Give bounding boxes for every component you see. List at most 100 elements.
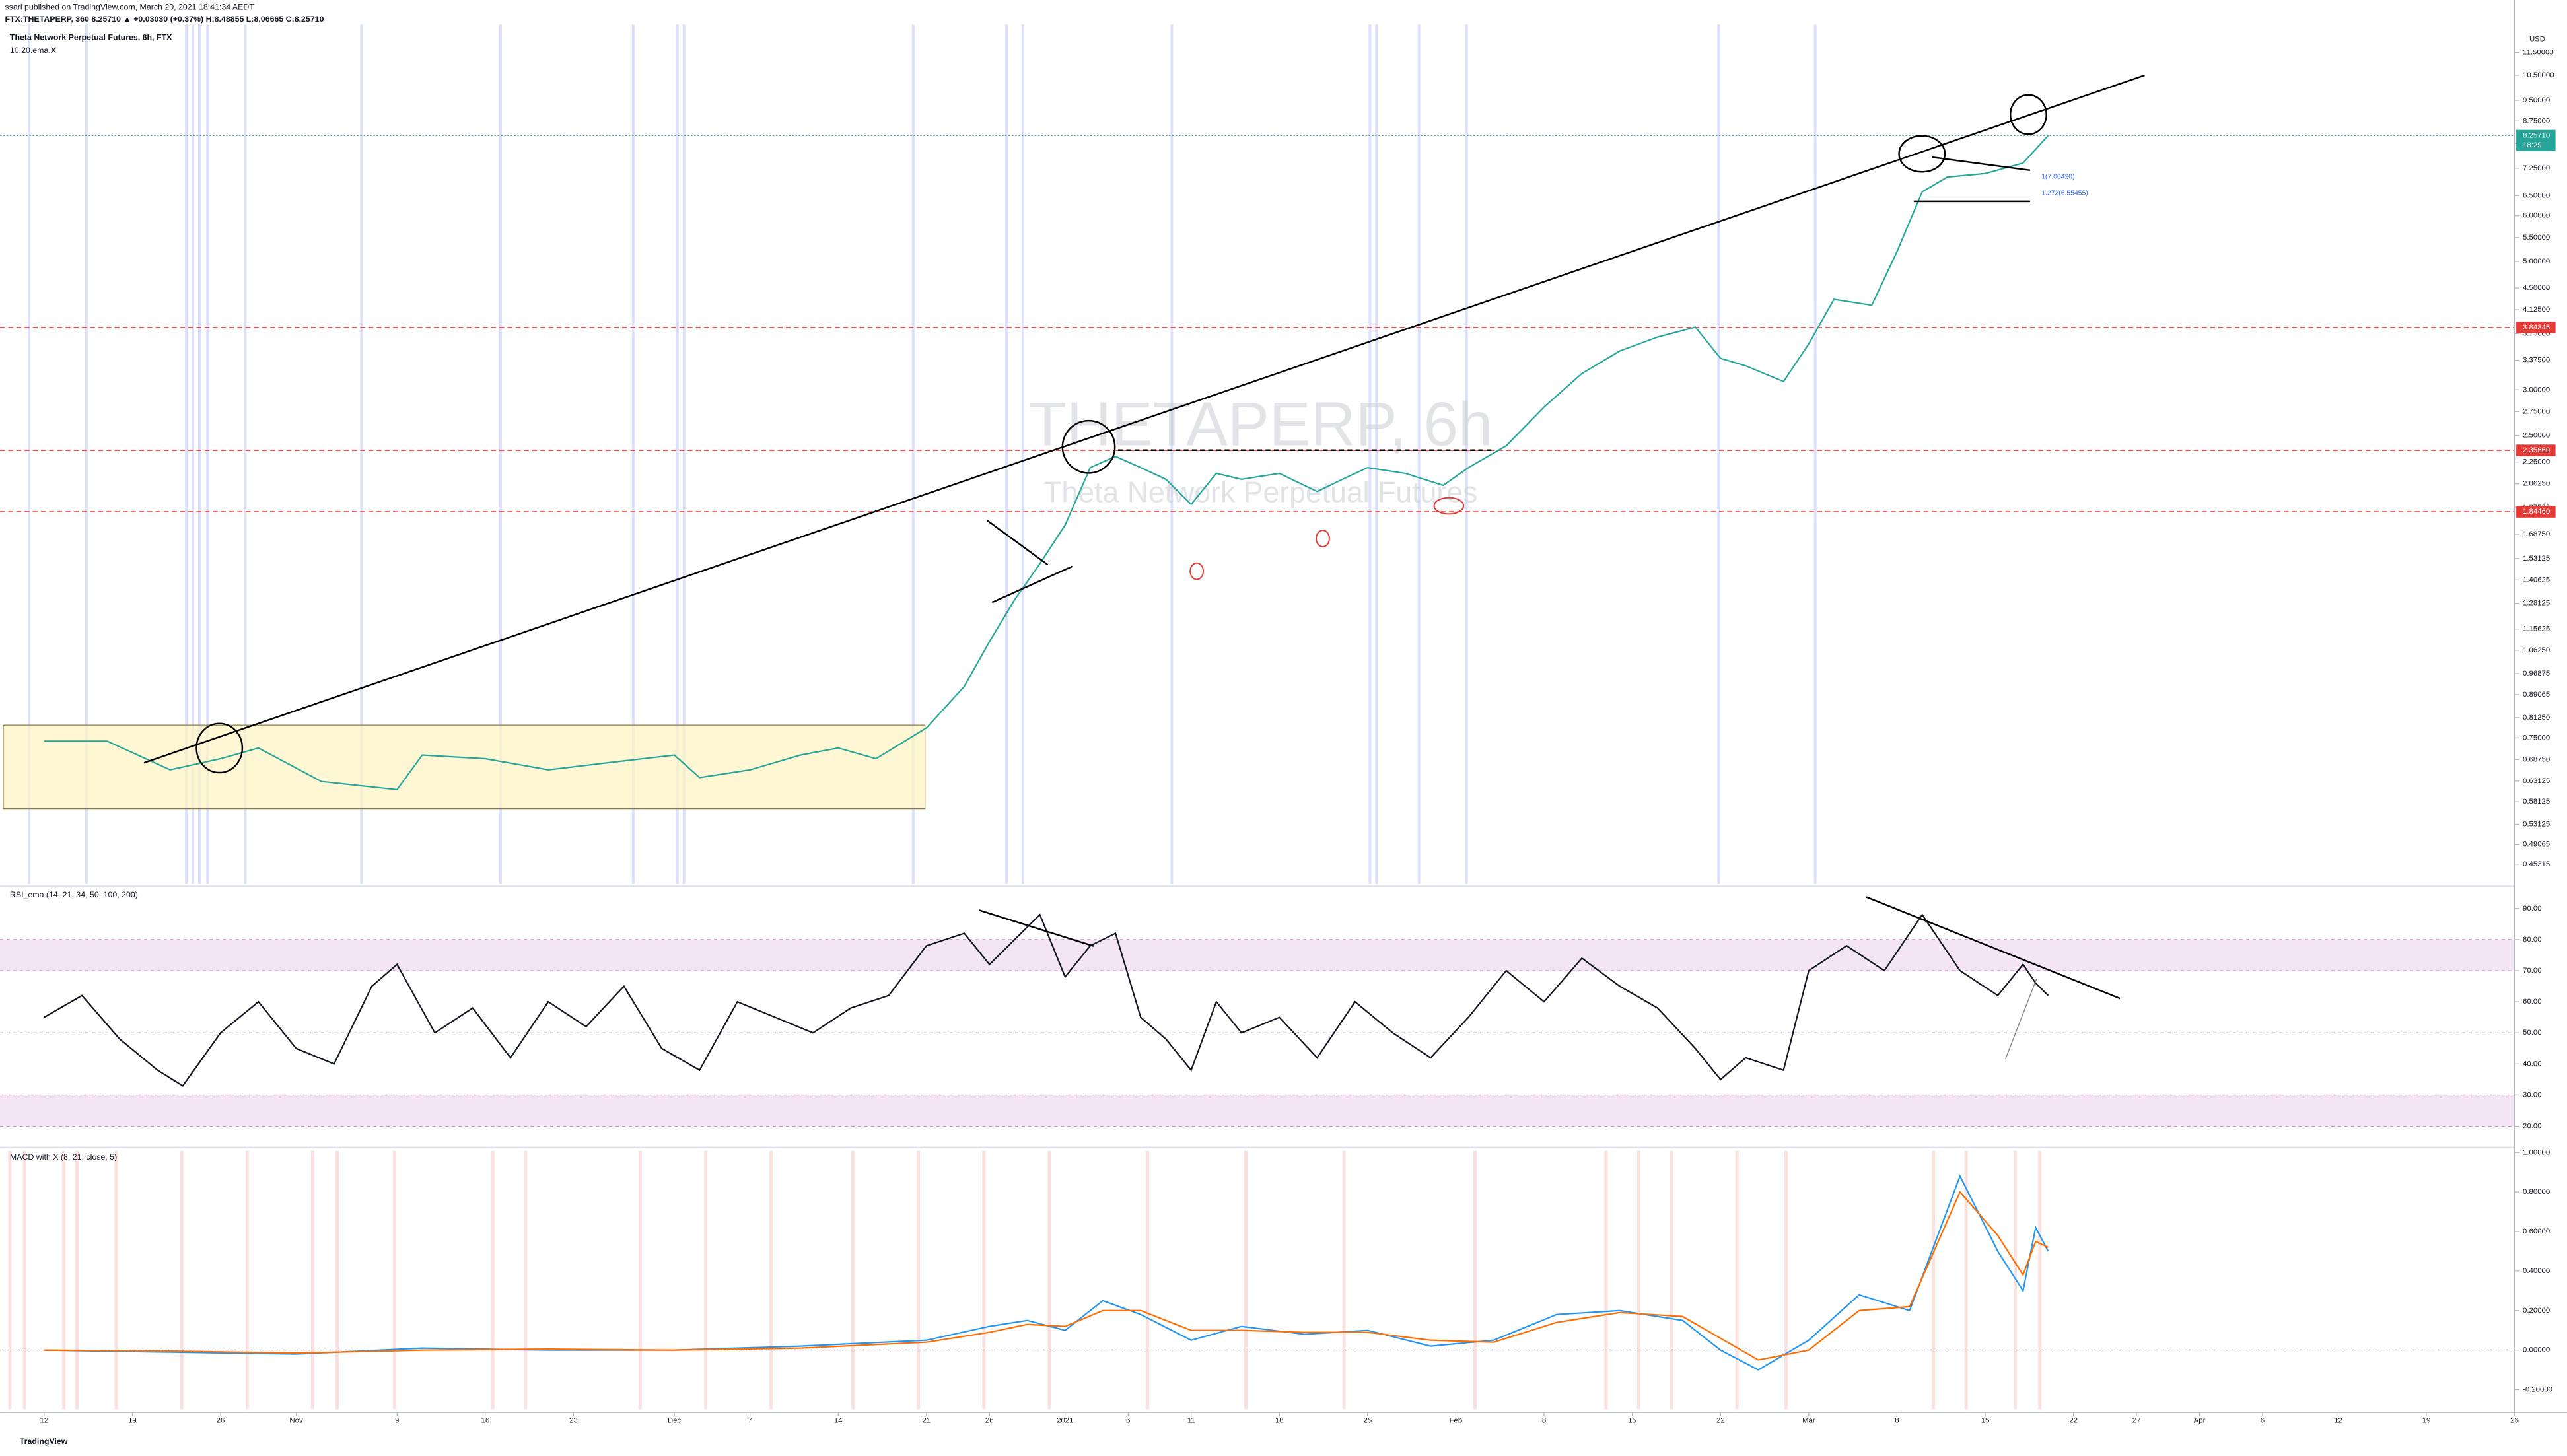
series-line — [44, 135, 2049, 791]
circle — [1898, 135, 1946, 173]
y-tick-label: -0.20000 — [2523, 1386, 2552, 1394]
signal-band — [1735, 1150, 1739, 1410]
publisher: ssarl published on TradingView.com, Marc… — [5, 2, 254, 11]
y-tick-label: 0.80000 — [2523, 1188, 2550, 1196]
y-tick-label: 5.00000 — [2523, 258, 2550, 265]
y-tick-label: 2.25000 — [2523, 458, 2550, 466]
y-tick-label: 0.75000 — [2523, 734, 2550, 742]
signal-band — [75, 1150, 79, 1410]
session-band — [192, 24, 195, 884]
price-line-label: 1.84460 — [2523, 508, 2550, 516]
session-band — [360, 24, 363, 884]
y-tick-label: 6.50000 — [2523, 191, 2550, 199]
y-tick-label: 20.00 — [2523, 1123, 2542, 1130]
y-tick-label: 4.12500 — [2523, 306, 2550, 314]
signal-band — [851, 1150, 855, 1410]
signal-band — [62, 1150, 66, 1410]
indicator-name: 10.20.ema.X — [10, 46, 56, 55]
y-tick-label: 90.00 — [2523, 905, 2542, 913]
signal-band — [1784, 1150, 1788, 1410]
last-price-label: 8.25710 — [2523, 131, 2550, 139]
x-tick-label: 9 — [395, 1417, 399, 1425]
signal-band — [311, 1150, 314, 1410]
circle — [2009, 94, 2047, 135]
y-tick-label: 2.06250 — [2523, 480, 2550, 488]
watermark-sub: Theta Network Perpetual Futures — [1043, 476, 1477, 508]
rsi-band — [0, 1095, 2515, 1127]
session-bands — [8, 24, 2042, 1410]
signal-band — [2014, 1150, 2018, 1410]
y-tick-label: 1.00000 — [2523, 1148, 2550, 1156]
session-band — [911, 24, 915, 884]
series-line — [44, 1191, 2049, 1361]
signal-band — [1342, 1150, 1346, 1410]
session-band — [28, 24, 31, 884]
signal-band — [524, 1150, 528, 1410]
signal-band — [638, 1150, 642, 1410]
last-price-tag — [2516, 129, 2556, 151]
x-tick-label: 6 — [1126, 1417, 1130, 1425]
currency: USD — [2529, 36, 2545, 44]
x-tick-label: 16 — [481, 1417, 489, 1425]
y-tick-label: 1.53125 — [2523, 555, 2550, 563]
signal-band — [1473, 1150, 1477, 1410]
signal-band — [245, 1150, 249, 1410]
y-tick-label: 1.40625 — [2523, 576, 2550, 584]
x-tick-label: 7 — [748, 1417, 752, 1425]
price-line-tag — [2516, 444, 2556, 456]
y-tick-label: 3.00000 — [2523, 386, 2550, 394]
x-tick-label: 27 — [2132, 1417, 2141, 1425]
session-band — [185, 24, 188, 884]
y-tick-label: 60.00 — [2523, 998, 2542, 1006]
session-band — [1375, 24, 1378, 884]
x-tick-label: 26 — [985, 1417, 994, 1425]
x-tick-label: 26 — [217, 1417, 225, 1425]
y-tick-label: 6.00000 — [2523, 212, 2550, 220]
y-tick-label: 7.25000 — [2523, 164, 2550, 172]
y-tick-label: 1.06250 — [2523, 646, 2550, 654]
trend-line — [991, 565, 1073, 604]
x-tick-label: Feb — [1450, 1417, 1463, 1425]
circle — [1061, 419, 1116, 474]
session-band — [1717, 24, 1720, 884]
countdown: 18:29 — [2523, 141, 2542, 149]
signal-band — [1670, 1150, 1673, 1410]
x-tick-label: Apr — [2194, 1417, 2206, 1425]
y-tick-label: 0.49065 — [2523, 841, 2550, 849]
y-tick-label: 30.00 — [2523, 1091, 2542, 1099]
signal-band — [1146, 1150, 1150, 1410]
price-line-tag — [2516, 322, 2556, 333]
signal-band — [8, 1150, 12, 1410]
signal-band — [1932, 1150, 1936, 1410]
y-tick-label: 0.00000 — [2523, 1346, 2550, 1354]
signal-band — [1964, 1150, 1968, 1410]
y-tick-label: 2.50000 — [2523, 432, 2550, 440]
x-tick-label: 15 — [1981, 1417, 1990, 1425]
signal-band — [2038, 1150, 2042, 1410]
session-band — [1170, 24, 1174, 884]
y-tick-label: 4.50000 — [2523, 284, 2550, 292]
signal-band — [491, 1150, 495, 1410]
signal-band — [769, 1150, 773, 1410]
signal-band — [114, 1150, 118, 1410]
session-band — [1417, 24, 1421, 884]
x-tick-label: 18 — [1275, 1417, 1284, 1425]
signal-band — [1604, 1150, 1608, 1410]
signal-band — [22, 1150, 26, 1410]
circle — [1433, 497, 1465, 515]
session-band — [244, 24, 247, 884]
y-tick-label: 2.75000 — [2523, 407, 2550, 415]
macd-title: MACD with X (8, 21, close, 5) — [10, 1152, 117, 1161]
rsi-title: RSI_ema (14, 21, 34, 50, 100, 200) — [10, 890, 138, 899]
y-tick-label: 1.68750 — [2523, 530, 2550, 538]
session-band — [206, 24, 209, 884]
y-tick-label: 8.75000 — [2523, 117, 2550, 125]
x-tick-label: 2021 — [1057, 1417, 1073, 1425]
session-band — [197, 24, 201, 884]
y-tick-label: 1.15625 — [2523, 625, 2550, 633]
signal-band — [392, 1150, 396, 1410]
y-tick-label: 0.89065 — [2523, 691, 2550, 699]
signal-band — [180, 1150, 184, 1410]
